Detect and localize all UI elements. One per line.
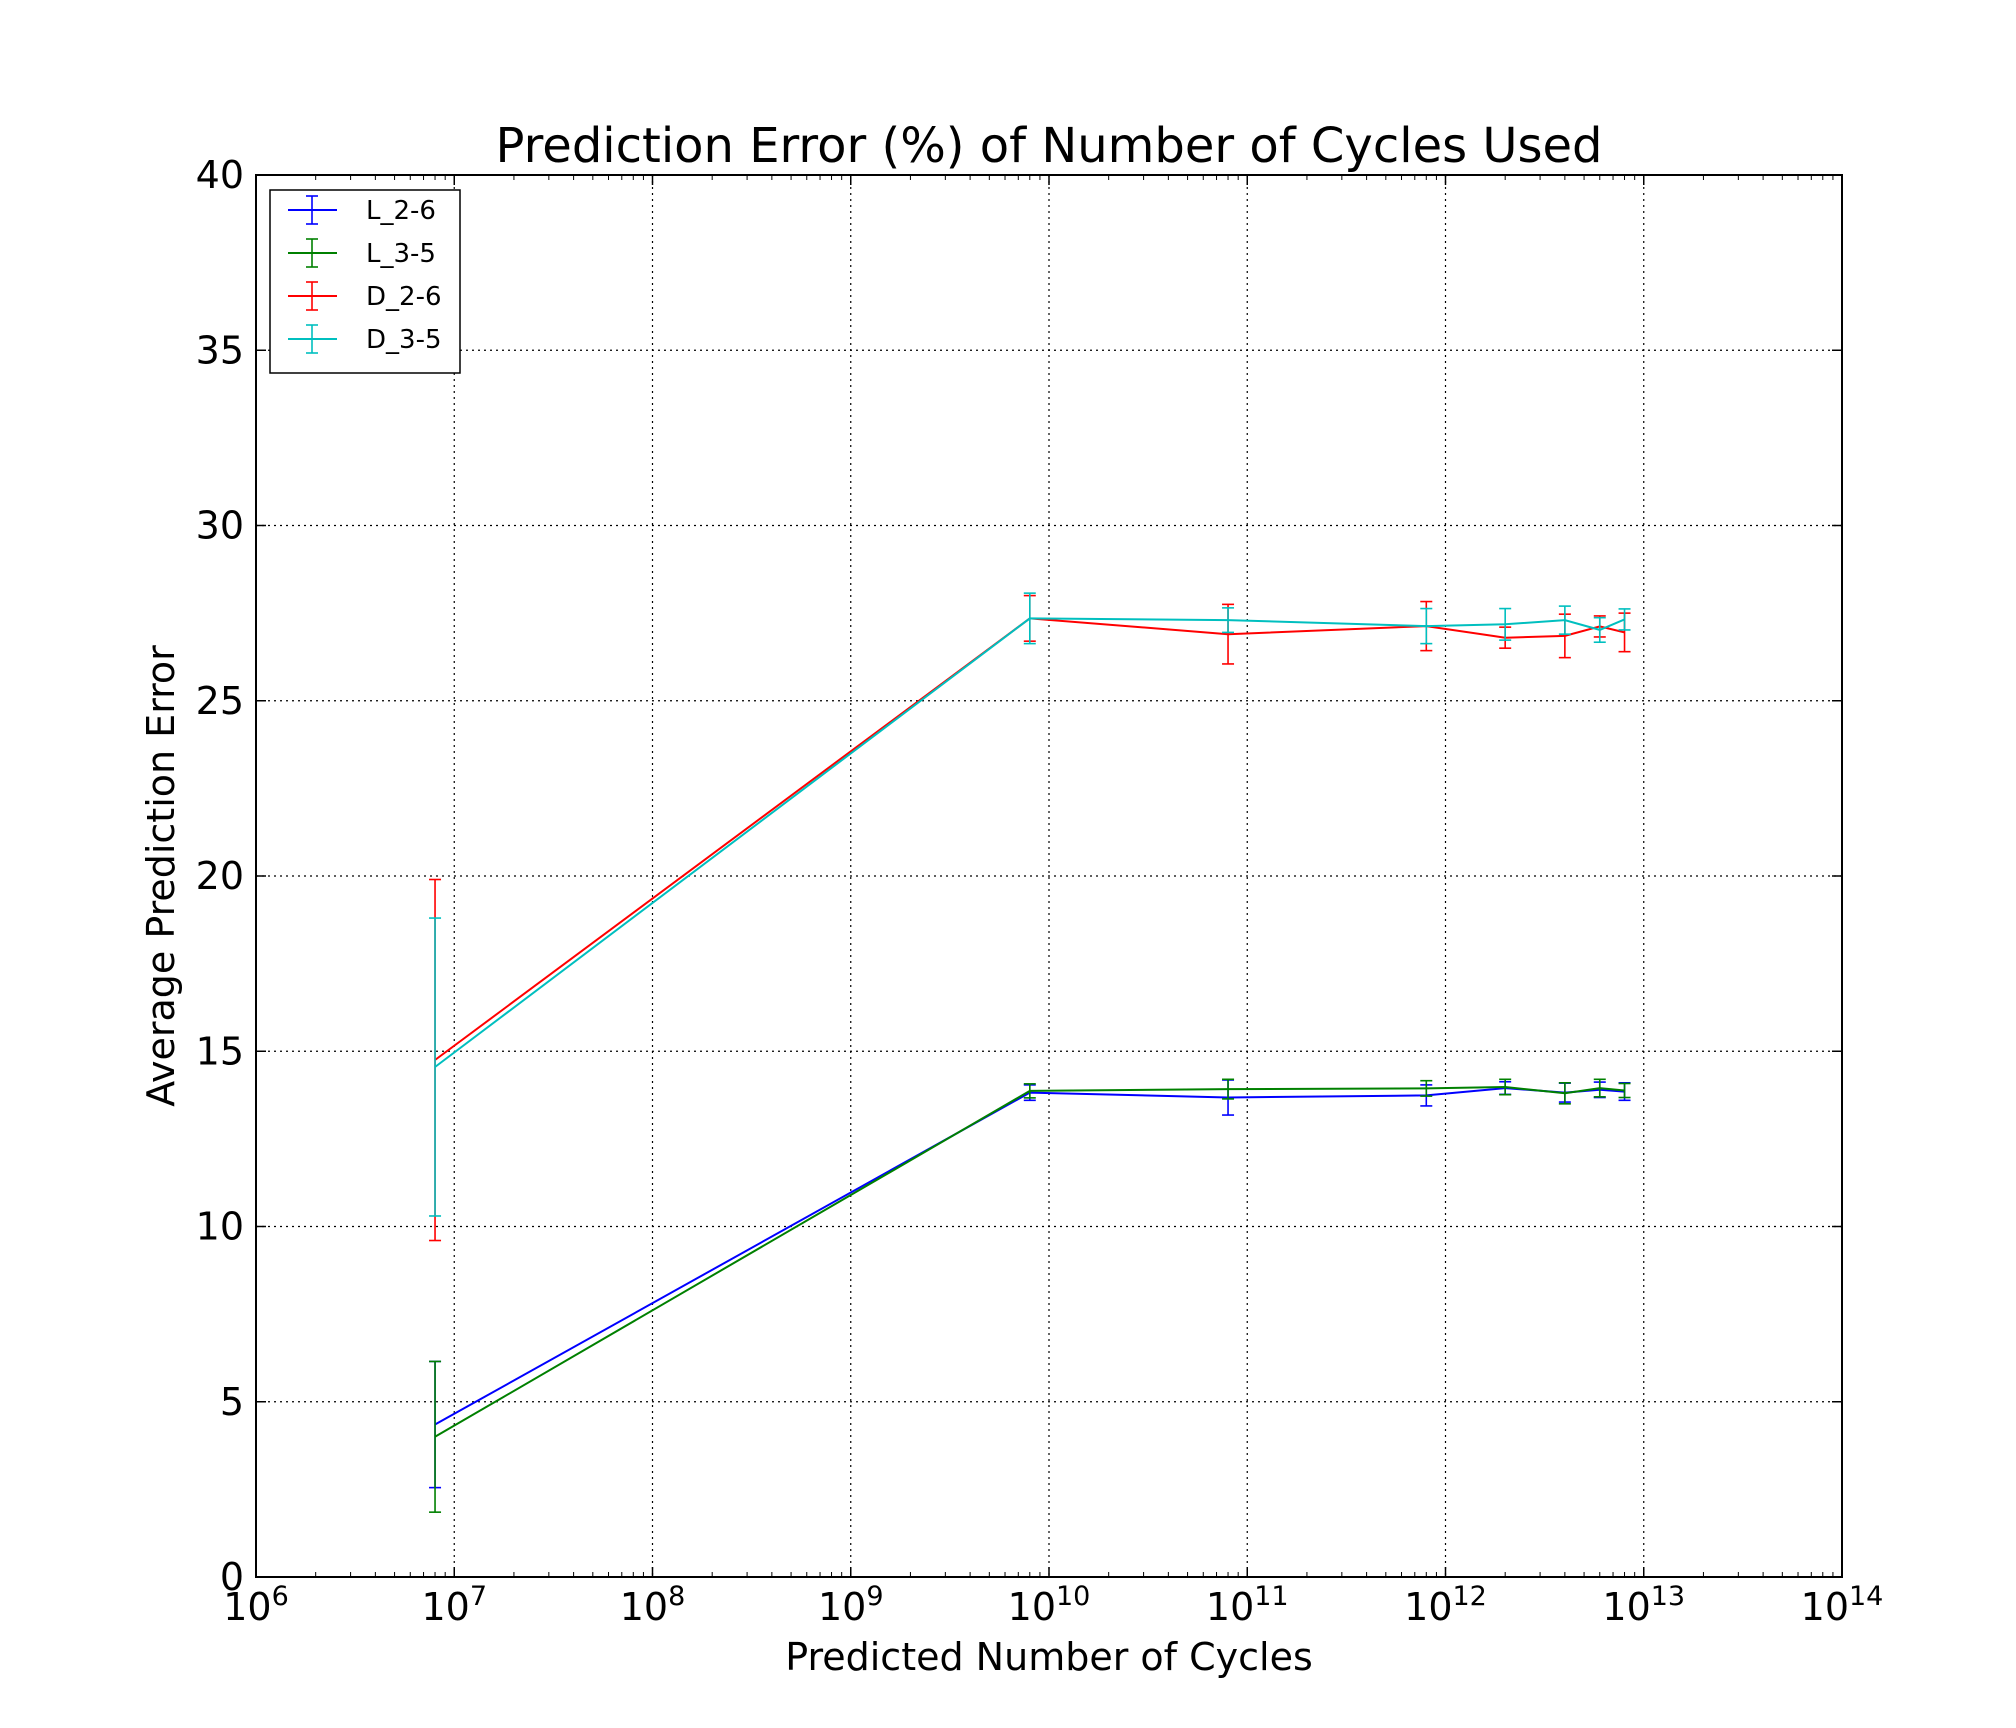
y-axis-label: Average Prediction Error — [139, 645, 183, 1107]
error-bar — [429, 917, 442, 1217]
series-line — [434, 1087, 1625, 1426]
legend-box — [269, 189, 461, 374]
series-line — [434, 617, 1625, 1068]
x-tick-label: 1013 — [1602, 1581, 1685, 1629]
error-bar — [1222, 607, 1235, 634]
x-tick-label: 1014 — [1801, 1581, 1884, 1629]
y-tick-label: 0 — [220, 1555, 244, 1599]
y-tick-label: 35 — [196, 328, 244, 372]
series-layer — [429, 592, 1631, 1513]
x-tick-label: 109 — [818, 1581, 884, 1629]
legend-item: L_2-6 — [288, 195, 436, 226]
x-tick-label: 1011 — [1206, 1581, 1289, 1629]
error-bar — [429, 1360, 442, 1513]
legend-label: D_3-5 — [366, 325, 442, 355]
legend-item: L_3-5 — [288, 238, 436, 269]
error-bar — [1593, 616, 1606, 644]
legend: L_2-6 L_3-5 D_2-6 D_3-5 — [269, 189, 461, 374]
x-tick-label: 107 — [421, 1581, 487, 1629]
error-bar — [1593, 1078, 1606, 1098]
x-tick-label: 106 — [223, 1581, 289, 1629]
grid — [256, 175, 1842, 1577]
x-axis-label: Predicted Number of Cycles — [785, 1635, 1313, 1679]
y-tick-label: 5 — [220, 1380, 244, 1424]
error-bar — [1420, 1079, 1433, 1097]
legend-item: D_3-5 — [288, 324, 442, 355]
x-tick-label: 108 — [620, 1581, 686, 1629]
error-bar — [1420, 607, 1433, 645]
error-bar — [1023, 592, 1036, 645]
y-tick-label: 20 — [196, 854, 244, 898]
error-bar — [1023, 1083, 1036, 1099]
series-line — [434, 1085, 1625, 1438]
error-bar — [1558, 1081, 1571, 1105]
error-bar — [1222, 1078, 1235, 1100]
y-tick-label: 40 — [196, 153, 244, 197]
error-bar — [1499, 1078, 1512, 1096]
error-bar — [1558, 605, 1571, 635]
y-tick-label: 15 — [196, 1029, 244, 1073]
x-tick-label: 1010 — [1008, 1581, 1091, 1629]
y-tick-label: 10 — [196, 1205, 244, 1249]
legend-label: L_3-5 — [366, 239, 436, 269]
ticks: 106 107 108 109 1010 1011 1012 1013 1014 0 5 10 15 20… — [196, 153, 1884, 1629]
error-bar — [1618, 608, 1631, 631]
legend-label: D_2-6 — [366, 282, 442, 312]
x-tick-label: 1012 — [1404, 1581, 1487, 1629]
legend-item: D_2-6 — [288, 281, 442, 312]
legend-label: L_2-6 — [366, 196, 436, 226]
error-bar — [1499, 607, 1512, 641]
y-tick-label: 30 — [196, 504, 244, 548]
series-L_3-5 — [429, 1078, 1631, 1513]
chart-title: Prediction Error (%) of Number of Cycles… — [496, 118, 1603, 174]
series-D_3-5 — [429, 592, 1631, 1217]
y-tick-label: 25 — [196, 679, 244, 723]
error-bar — [1618, 1082, 1631, 1099]
